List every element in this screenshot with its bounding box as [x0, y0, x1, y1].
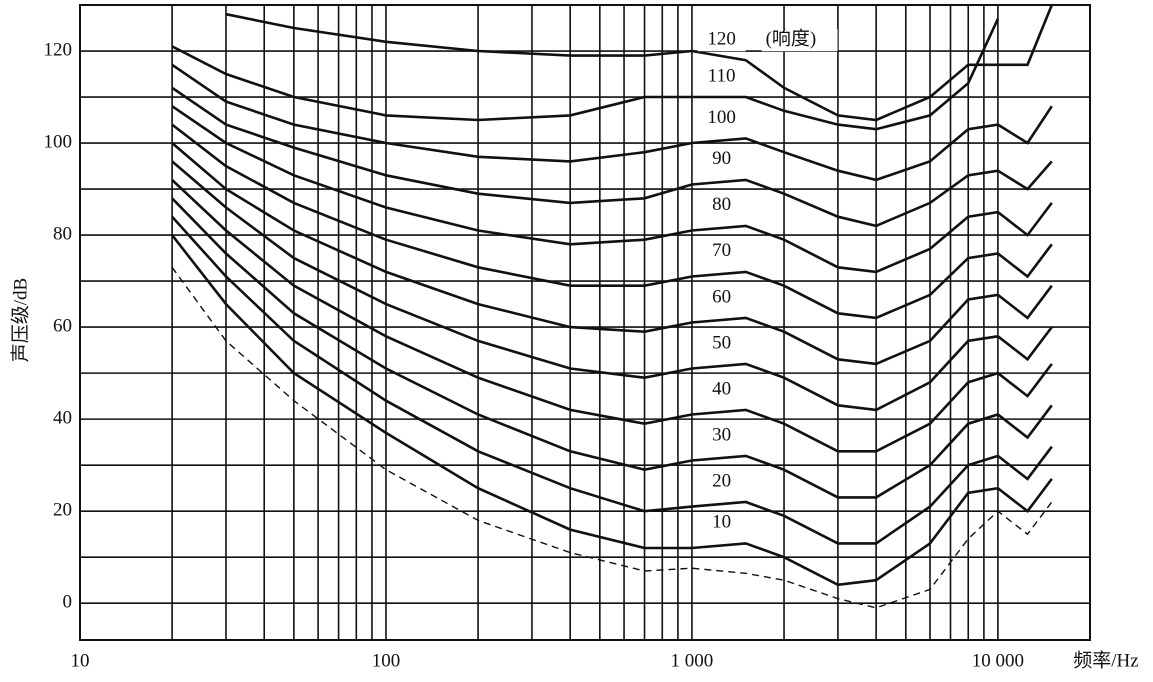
x-axis-label: 频率/Hz [1073, 649, 1138, 671]
curve [171, 86, 1053, 228]
curve [171, 234, 1053, 587]
curve-label-bg [697, 286, 746, 309]
y-tick-label: 20 [53, 500, 72, 521]
curve [171, 266, 1053, 609]
curve [171, 63, 1053, 182]
curve-label-bg [697, 107, 746, 130]
curve-label: 60 [712, 286, 731, 307]
x-tick-label: 10 [71, 650, 90, 671]
curve-label-bg [697, 512, 746, 535]
y-tick-label: 40 [53, 407, 72, 428]
curve [171, 178, 1053, 453]
curve-label-bg [697, 332, 746, 355]
curve [171, 105, 1053, 274]
curve [171, 142, 1053, 366]
curve [171, 123, 1053, 320]
curve-label-bg [697, 378, 746, 401]
curve-label-bg [697, 148, 746, 171]
curve-label: 100 [707, 107, 736, 128]
curve-label: 20 [712, 470, 731, 491]
curve-label: 40 [712, 378, 731, 399]
y-axis-label: 声压级/dB [9, 278, 31, 362]
x-tick-label: 100 [372, 650, 401, 671]
curve [171, 215, 1053, 545]
curve [171, 197, 1053, 499]
curve-label-bg [697, 424, 746, 447]
y-tick-label: 120 [44, 39, 73, 60]
x-tick-label: 1 000 [671, 650, 714, 671]
curves [171, 5, 1054, 609]
curve-label: 110 [708, 65, 736, 86]
curve-label-bg [697, 194, 746, 217]
curve-label: 70 [712, 240, 731, 261]
y-tick-label: 0 [63, 592, 73, 613]
annotation: (响度) [766, 28, 817, 50]
curve-label: 80 [712, 194, 731, 215]
x-tick-label: 10 000 [972, 650, 1024, 671]
plot-frame [79, 4, 1091, 641]
curve-label-bg [697, 470, 746, 493]
curve-label: 90 [712, 148, 731, 169]
curve [225, 5, 1054, 122]
curve-label-bg [697, 29, 746, 52]
curve [171, 160, 1053, 412]
curve [171, 18, 1000, 131]
curve-label-bg [697, 240, 746, 263]
curve-label: 50 [712, 332, 731, 353]
y-tick-label: 80 [53, 223, 72, 244]
curve-label: 30 [712, 424, 731, 445]
curve-label-bg [697, 66, 746, 89]
curve-label: 120 [707, 29, 736, 50]
y-tick-label: 60 [53, 315, 72, 336]
y-tick-label: 100 [44, 131, 73, 152]
curve-label: 10 [712, 512, 731, 533]
annotation-bg [761, 29, 838, 52]
